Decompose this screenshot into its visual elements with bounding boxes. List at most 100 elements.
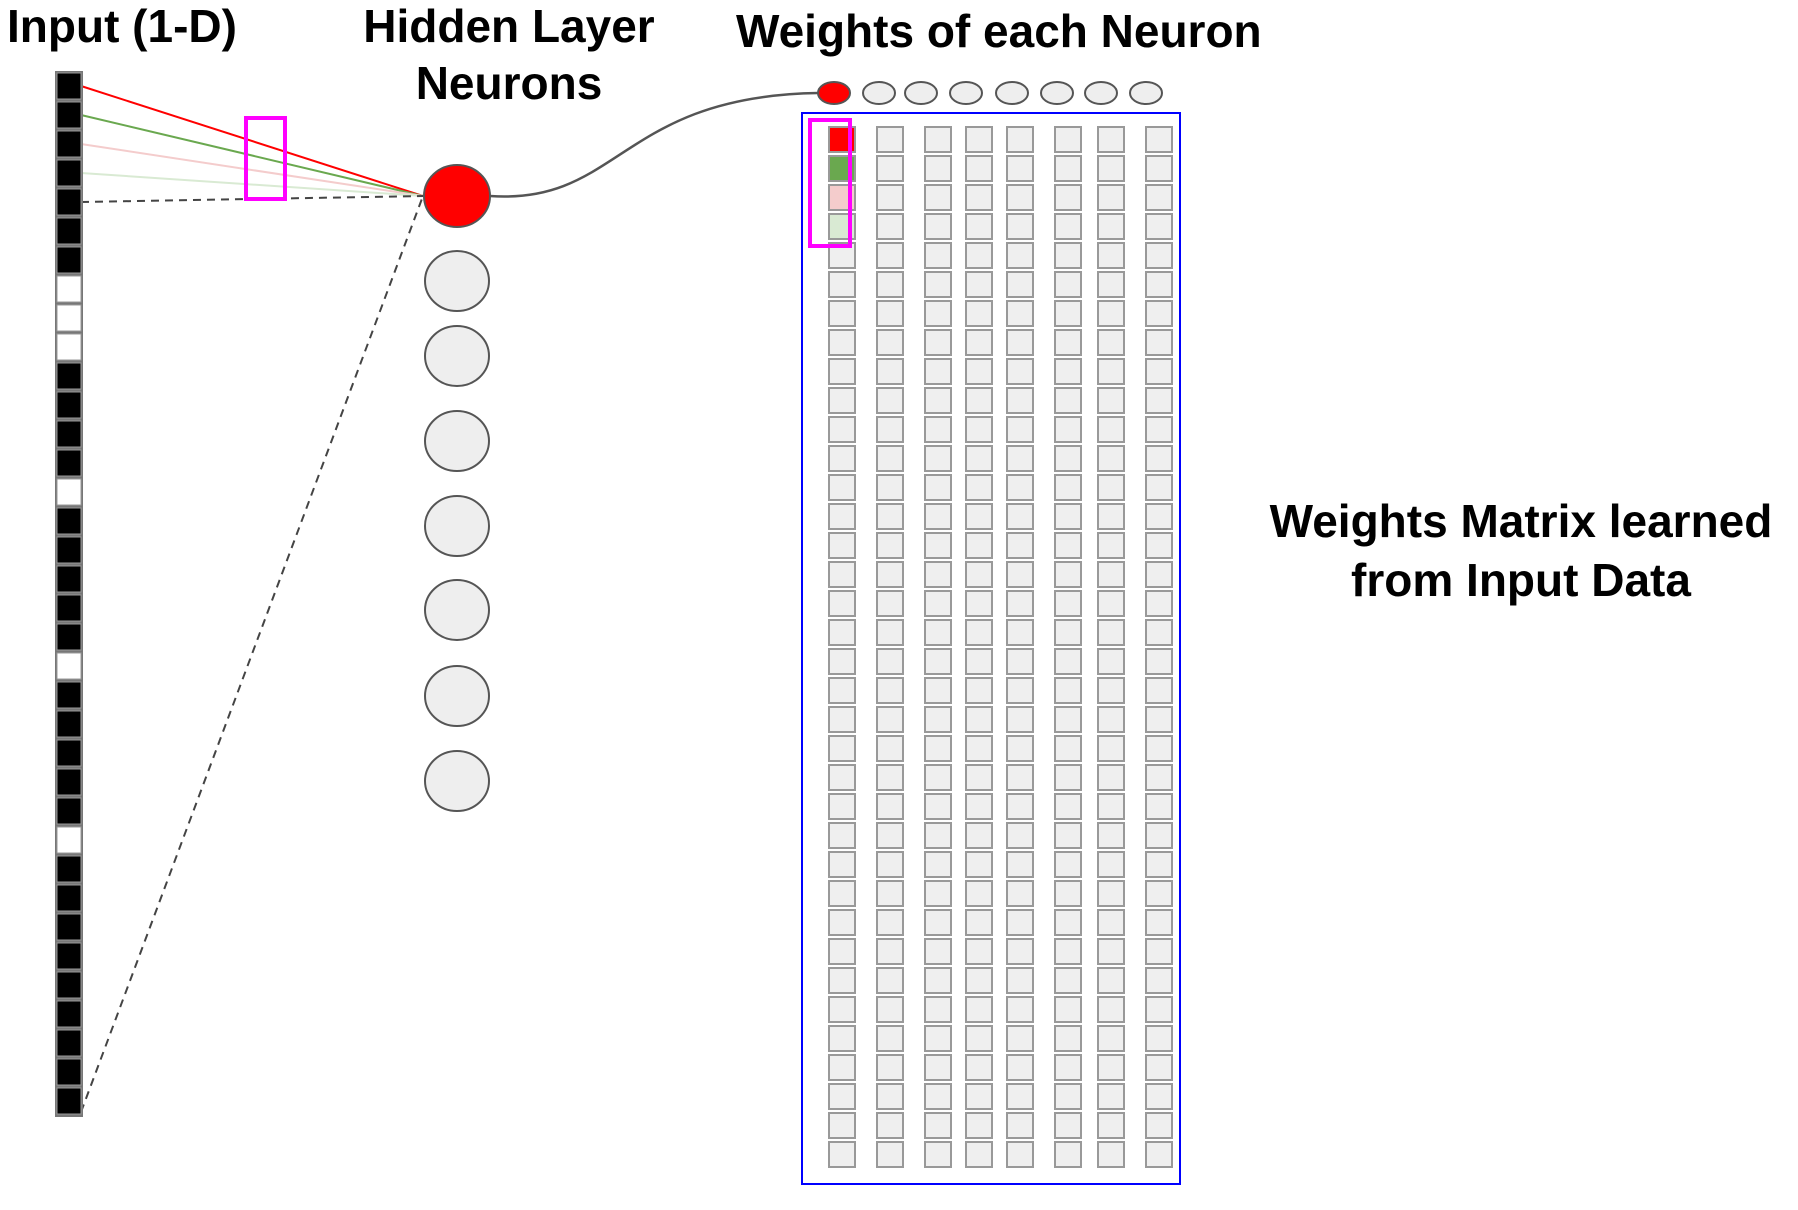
input-cell xyxy=(56,623,82,651)
weight-cell xyxy=(1145,271,1173,298)
weight-cell xyxy=(1054,764,1082,791)
weight-cell xyxy=(876,590,904,617)
weight-cell xyxy=(1097,706,1125,733)
weight-cell xyxy=(1145,851,1173,878)
weight-cell xyxy=(1145,706,1173,733)
weight-cell xyxy=(828,300,856,327)
weight-cell xyxy=(924,909,952,936)
weight-cell xyxy=(1145,242,1173,269)
weights-matrix-border xyxy=(801,112,1181,1185)
input-cell xyxy=(56,1029,82,1057)
weight-cell xyxy=(1054,561,1082,588)
weight-cell xyxy=(965,822,993,849)
weight-cell xyxy=(1054,1025,1082,1052)
input-cell xyxy=(56,942,82,970)
input-cell xyxy=(56,594,82,622)
weight-cell xyxy=(876,474,904,501)
weight-cell xyxy=(1006,590,1034,617)
weight-cell xyxy=(876,503,904,530)
weight-cell xyxy=(828,358,856,385)
weight-cell xyxy=(1054,590,1082,617)
weight-cell xyxy=(1006,822,1034,849)
input-cell xyxy=(56,826,82,854)
weight-cell xyxy=(1054,445,1082,472)
weight-cell xyxy=(828,503,856,530)
weights-matrix-label-line1: Weights Matrix learned xyxy=(1269,495,1773,547)
weight-cell xyxy=(1054,1054,1082,1081)
active-neuron xyxy=(423,164,491,228)
weight-cell xyxy=(1145,561,1173,588)
weight-cell xyxy=(876,561,904,588)
hidden-neuron xyxy=(424,325,490,387)
weight-cell xyxy=(924,358,952,385)
weight-cell xyxy=(828,822,856,849)
weight-cell xyxy=(1006,474,1034,501)
weight-cell xyxy=(924,242,952,269)
weight-cell xyxy=(924,300,952,327)
weight-cell xyxy=(1054,909,1082,936)
weight-cell xyxy=(876,126,904,153)
input-cell xyxy=(56,304,82,332)
input-cell xyxy=(56,217,82,245)
input-cell xyxy=(56,913,82,941)
weight-cell xyxy=(1145,213,1173,240)
weight-cell xyxy=(965,532,993,559)
weight-cell xyxy=(828,445,856,472)
weight-cell xyxy=(1145,184,1173,211)
weight-cell xyxy=(828,677,856,704)
weight-cell xyxy=(1145,1054,1173,1081)
neuron-weight-headers xyxy=(817,81,1163,105)
weight-cell xyxy=(828,1025,856,1052)
weight-cell xyxy=(876,706,904,733)
weight-cell xyxy=(965,213,993,240)
weight-cell xyxy=(1006,300,1034,327)
input-cell xyxy=(56,72,82,100)
weight-cell xyxy=(1006,677,1034,704)
weight-cell xyxy=(1054,329,1082,356)
input-cell xyxy=(56,391,82,419)
weight-cell xyxy=(924,1025,952,1052)
weight-cell xyxy=(1097,1025,1125,1052)
weight-cell xyxy=(876,445,904,472)
input-cell xyxy=(56,971,82,999)
weight-cell xyxy=(1097,648,1125,675)
weight-cell xyxy=(965,387,993,414)
weight-cell xyxy=(1145,474,1173,501)
weight-cell xyxy=(1006,155,1034,182)
weight-cell xyxy=(828,735,856,762)
weight-cell xyxy=(876,909,904,936)
weight-cell xyxy=(1054,532,1082,559)
weight-cell xyxy=(965,242,993,269)
weight-cell xyxy=(1097,1141,1125,1168)
weight-cell xyxy=(924,764,952,791)
input-cell xyxy=(56,681,82,709)
weight-cell xyxy=(876,648,904,675)
weight-cell xyxy=(876,155,904,182)
weight-cell xyxy=(828,706,856,733)
weight-cell xyxy=(1054,155,1082,182)
weight-cell xyxy=(924,590,952,617)
weight-cell xyxy=(828,764,856,791)
weight-cell xyxy=(1054,619,1082,646)
input-cell xyxy=(56,1000,82,1028)
input-cell xyxy=(56,507,82,535)
matrix-weights-highlight-box xyxy=(808,118,852,248)
weight-cell xyxy=(1097,793,1125,820)
weight-cell xyxy=(1054,996,1082,1023)
weight-cell xyxy=(828,590,856,617)
weight-cell xyxy=(828,880,856,907)
weight-cell xyxy=(828,271,856,298)
weight-cell xyxy=(924,793,952,820)
weight-cell xyxy=(1145,387,1173,414)
weight-cell xyxy=(1006,213,1034,240)
weight-cell xyxy=(1097,1054,1125,1081)
weight-cell xyxy=(1145,300,1173,327)
weight-cell xyxy=(876,851,904,878)
weight-cell xyxy=(1006,764,1034,791)
weight-cell xyxy=(1054,300,1082,327)
weight-cell xyxy=(1054,648,1082,675)
weight-cell xyxy=(1145,996,1173,1023)
weight-cell xyxy=(1097,126,1125,153)
weight-cell xyxy=(1006,1083,1034,1110)
